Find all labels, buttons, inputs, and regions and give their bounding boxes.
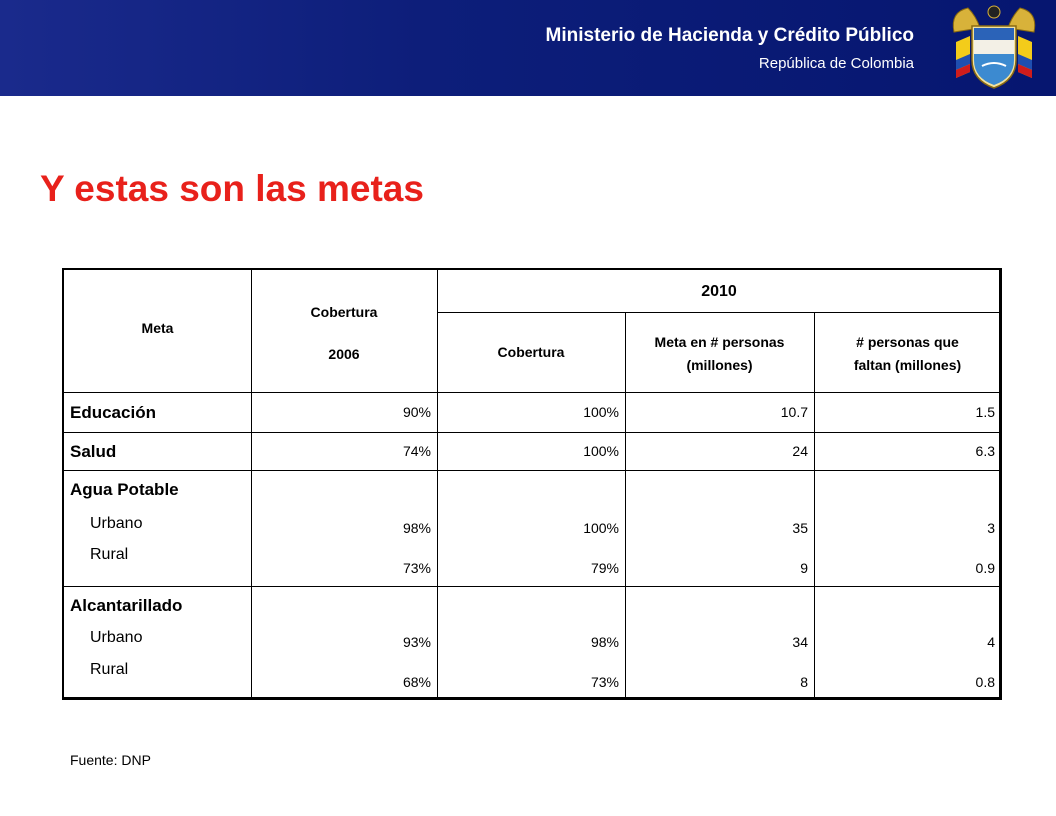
row-divider bbox=[64, 432, 1001, 433]
header-personas-faltan-unit: faltan (millones) bbox=[853, 357, 962, 373]
row-label-alcantarillado-urbano: Urbano bbox=[90, 629, 143, 646]
column-divider bbox=[625, 313, 626, 700]
header-personas-faltan: # personas que bbox=[856, 334, 959, 350]
row-label-salud: Salud bbox=[70, 442, 117, 461]
cell-agua-urbano-faltan: 3 bbox=[987, 520, 995, 536]
row-label-agua-urbano: Urbano bbox=[90, 515, 143, 532]
row-divider bbox=[64, 586, 1001, 587]
row-divider bbox=[64, 470, 1001, 471]
cell-agua-rural-cob2006: 73% bbox=[402, 560, 431, 576]
row-divider bbox=[437, 312, 1001, 313]
cell-alcantarillado-urbano-cob2010: 98% bbox=[590, 634, 619, 650]
row-divider bbox=[64, 392, 1001, 393]
cell-salud-meta: 24 bbox=[792, 443, 808, 459]
row-label-agua-rural: Rural bbox=[90, 546, 129, 563]
cell-alcantarillado-urbano-cob2006: 93% bbox=[402, 634, 431, 650]
cell-educacion-cob2010: 100% bbox=[583, 404, 619, 420]
country-name: República de Colombia bbox=[758, 55, 914, 72]
cell-salud-cob2010: 100% bbox=[583, 443, 619, 459]
cell-alcantarillado-rural-meta: 8 bbox=[800, 674, 808, 690]
row-label-alcantarillado: Alcantarillado bbox=[70, 596, 183, 615]
cell-alcantarillado-urbano-meta: 34 bbox=[792, 634, 808, 650]
cell-agua-rural-faltan: 0.9 bbox=[975, 560, 995, 576]
header-meta-personas: Meta en # personas bbox=[654, 334, 785, 350]
page-title: Y estas son las metas bbox=[40, 168, 424, 209]
row-label-educacion: Educación bbox=[70, 403, 156, 422]
column-divider bbox=[437, 270, 438, 700]
row-label-agua-potable: Agua Potable bbox=[70, 480, 179, 499]
cell-salud-faltan: 6.3 bbox=[975, 443, 995, 459]
cell-salud-cob2006: 74% bbox=[402, 443, 431, 459]
header-meta: Meta bbox=[141, 320, 174, 336]
source-note: Fuente: DNP bbox=[70, 752, 151, 768]
cell-agua-rural-cob2010: 79% bbox=[590, 560, 619, 576]
cell-agua-urbano-meta: 35 bbox=[792, 520, 808, 536]
column-divider bbox=[251, 270, 252, 700]
cell-alcantarillado-rural-cob2006: 68% bbox=[402, 674, 431, 690]
organization-name: Ministerio de Hacienda y Crédito Público bbox=[545, 25, 914, 46]
header-cobertura-2010: Cobertura bbox=[497, 344, 565, 360]
cell-educacion-meta: 10.7 bbox=[780, 404, 808, 420]
goals-table: Meta Cobertura 2006 2010 Cobertura Meta … bbox=[62, 268, 1002, 700]
column-divider bbox=[814, 313, 815, 700]
cell-educacion-faltan: 1.5 bbox=[975, 404, 995, 420]
coat-of-arms-logo bbox=[946, 2, 1042, 92]
header-year-2010: 2010 bbox=[701, 283, 737, 300]
cell-agua-urbano-cob2010: 100% bbox=[583, 520, 619, 536]
header-meta-personas-unit: (millones) bbox=[686, 357, 753, 373]
cell-educacion-cob2006: 90% bbox=[402, 404, 431, 420]
cell-alcantarillado-urbano-faltan: 4 bbox=[987, 634, 995, 650]
cell-agua-rural-meta: 9 bbox=[800, 560, 808, 576]
cell-alcantarillado-rural-cob2010: 73% bbox=[590, 674, 619, 690]
cell-alcantarillado-rural-faltan: 0.8 bbox=[975, 674, 995, 690]
row-label-alcantarillado-rural: Rural bbox=[90, 661, 129, 678]
header-year-2006: 2006 bbox=[328, 346, 360, 362]
header-cobertura-2006: Cobertura bbox=[310, 304, 378, 320]
cell-agua-urbano-cob2006: 98% bbox=[402, 520, 431, 536]
header-band: Ministerio de Hacienda y Crédito Público… bbox=[0, 0, 1056, 96]
